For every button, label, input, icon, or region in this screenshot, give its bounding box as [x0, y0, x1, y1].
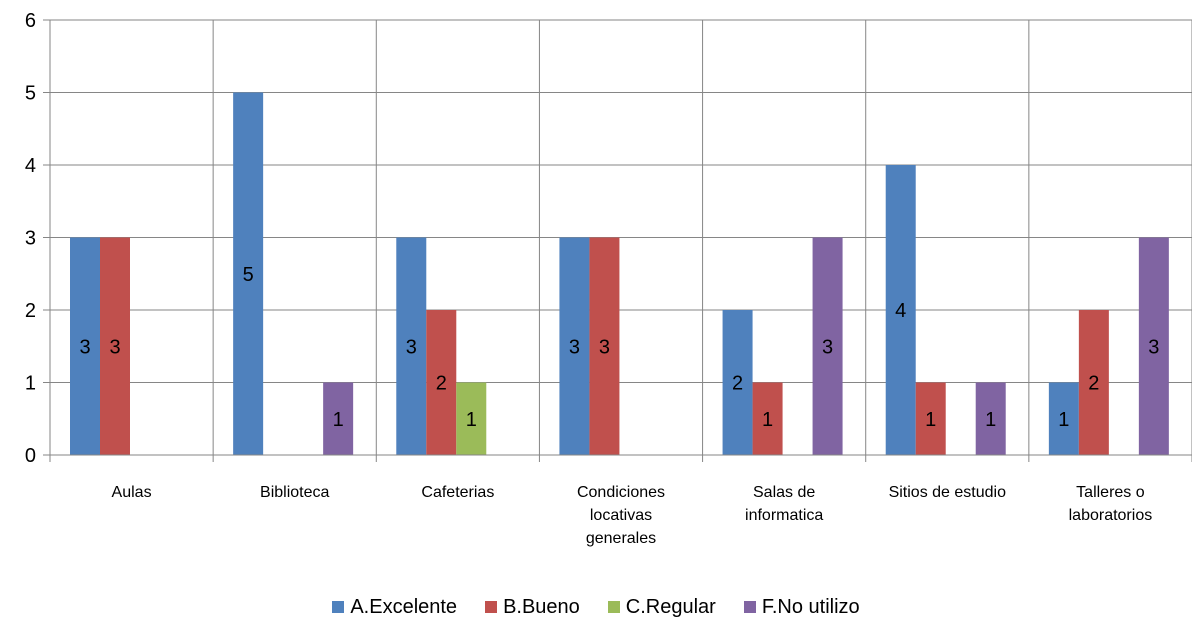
bar-a-excelente-0 [70, 237, 100, 455]
data-label: 3 [109, 336, 120, 358]
x-tick-label: Biblioteca [260, 484, 329, 501]
bar-b-bueno-6 [1078, 310, 1109, 455]
bar-c-regular-2 [456, 382, 487, 455]
x-tick-label: laboratorios [1069, 507, 1153, 524]
data-label: 3 [79, 336, 90, 358]
data-label: 2 [436, 373, 447, 395]
legend-label: B.Bueno [503, 595, 580, 618]
data-label: 2 [732, 373, 743, 395]
bar-f-no-utilizo-5 [975, 382, 1006, 455]
bar-a-excelente-4 [722, 310, 753, 455]
legend-label: C.Regular [625, 595, 716, 618]
data-label: 1 [1058, 409, 1069, 431]
x-tick-label: Sitios de estudio [889, 484, 1007, 501]
data-label: 1 [466, 409, 477, 431]
bar-b-bueno-4 [752, 382, 783, 455]
bar-a-excelente-2 [396, 237, 427, 455]
legend-swatch [607, 601, 620, 613]
data-label: 3 [822, 336, 833, 358]
bar-f-no-utilizo-1 [323, 382, 354, 455]
data-label: 4 [895, 300, 906, 322]
data-label: 5 [243, 264, 254, 286]
x-tick-label: locativas [590, 507, 652, 524]
x-tick-label: Condiciones [577, 484, 665, 501]
bar-b-bueno-0 [100, 237, 130, 455]
bar-b-bueno-5 [915, 382, 946, 455]
bar-b-bueno-3 [589, 237, 620, 455]
y-tick-label: 3 [25, 228, 36, 250]
gridlines [49, 19, 1192, 462]
bar-a-excelente-3 [559, 237, 590, 455]
y-tick-label: 1 [25, 373, 36, 395]
y-tick-label: 5 [25, 83, 36, 105]
x-tick-label: Cafeterias [421, 484, 494, 501]
legend-swatch [332, 601, 345, 613]
data-label: 1 [985, 409, 996, 431]
y-tick-label: 6 [25, 10, 36, 32]
legend-item: F.No utilizo [743, 595, 860, 619]
x-tick-label: Aulas [112, 484, 152, 501]
data-label: 2 [1088, 373, 1099, 395]
bar-a-excelente-1 [233, 92, 264, 455]
x-tick-label: generales [586, 530, 656, 547]
x-tick-label: Talleres o [1076, 484, 1145, 501]
x-tick-label: Salas de [753, 484, 815, 501]
y-tick-label: 0 [25, 445, 36, 467]
data-label: 1 [333, 409, 344, 431]
legend-label: A.Excelente [350, 595, 458, 618]
legend-label: F.No utilizo [761, 595, 860, 618]
data-label: 3 [569, 336, 580, 358]
legend-swatch [743, 601, 756, 613]
bar-a-excelente-6 [1048, 382, 1079, 455]
legend-item: A.Excelente [332, 596, 457, 619]
data-label: 1 [762, 409, 773, 431]
data-label: 3 [599, 336, 610, 358]
legend-swatch [485, 601, 498, 613]
y-tick-label: 2 [25, 300, 36, 322]
data-label: 3 [406, 336, 417, 358]
bar-f-no-utilizo-4 [812, 237, 843, 455]
legend-item: B.Bueno [485, 596, 580, 619]
data-label: 3 [1148, 336, 1159, 358]
bar-b-bueno-2 [426, 310, 457, 455]
x-tick-label: informatica [745, 507, 823, 524]
legend: A.Excelente B.Bueno C.Regular F.No utilizo [0, 592, 1192, 622]
legend-item: C.Regular [607, 595, 716, 619]
data-label: 1 [925, 409, 936, 431]
bar-f-no-utilizo-6 [1138, 237, 1169, 455]
bar-a-excelente-5 [885, 165, 916, 455]
y-tick-label: 4 [25, 155, 36, 177]
bars [70, 92, 1169, 455]
